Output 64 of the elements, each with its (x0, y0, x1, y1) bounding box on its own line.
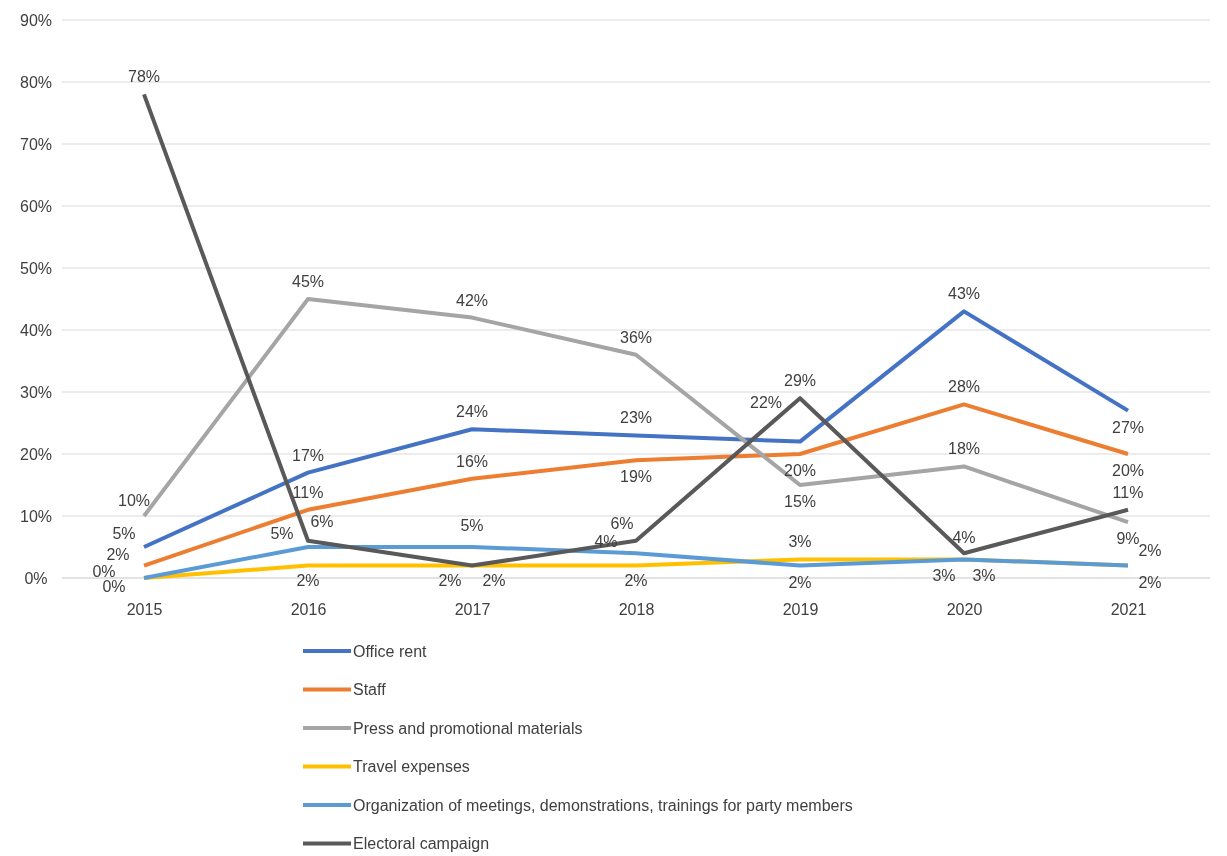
data-label: 2% (788, 573, 812, 591)
legend-label: Organization of meetings, demonstrations, trainings for party members (353, 796, 853, 814)
y-tick-label: 60% (19, 197, 53, 215)
y-tick-label: 70% (19, 135, 53, 153)
y-tick-label: 90% (19, 11, 53, 29)
data-label: 5% (460, 517, 484, 534)
data-label: 3% (972, 567, 996, 585)
data-label: 2% (106, 545, 130, 563)
x-tick-label: 2021 (1110, 601, 1147, 619)
legend-label: Travel expenses (353, 758, 470, 776)
y-tick-label: 10% (19, 507, 53, 525)
data-label: 2% (482, 571, 506, 589)
x-tick-label: 2018 (618, 601, 655, 619)
data-label: 78% (127, 68, 161, 86)
data-label: 36% (619, 328, 653, 346)
data-label: 3% (932, 567, 956, 585)
data-label: 18% (947, 440, 981, 458)
data-label: 24% (455, 403, 489, 421)
x-tick-label: 2016 (290, 601, 327, 619)
y-tick-label: 30% (19, 383, 53, 401)
x-tick-label: 2019 (782, 601, 819, 619)
data-label: 11% (292, 483, 324, 501)
data-label: 20% (1111, 462, 1145, 479)
data-label: 43% (947, 285, 981, 303)
data-label: 22% (749, 393, 783, 411)
x-tick-label: 2015 (126, 601, 163, 619)
y-tick-label: 0% (24, 569, 48, 587)
data-label: 27% (1111, 418, 1145, 436)
x-tick-label: 2020 (946, 601, 983, 619)
data-label: 42% (455, 291, 489, 309)
data-label: 17% (291, 446, 325, 464)
y-tick-label: 20% (19, 445, 53, 463)
data-label: 6% (310, 512, 334, 530)
data-label: 15% (783, 493, 817, 510)
y-tick-label: 50% (19, 259, 53, 277)
legend-label: Staff (353, 681, 387, 699)
y-tick-label: 40% (19, 321, 53, 339)
data-label: 0% (92, 563, 116, 580)
data-label: 19% (619, 468, 653, 486)
data-label: 2% (1138, 573, 1162, 591)
data-label: 16% (455, 452, 489, 470)
data-label: 11% (1112, 483, 1144, 501)
data-label: 5% (112, 525, 136, 542)
data-label: 29% (783, 372, 817, 390)
data-label: 10% (117, 492, 151, 509)
data-label: 6% (610, 514, 634, 532)
data-label: 4% (952, 529, 976, 547)
legend-label: Office rent (353, 642, 428, 660)
data-label: 0% (102, 578, 126, 595)
y-tick-label: 80% (19, 73, 53, 91)
data-label: 20% (783, 462, 817, 479)
data-label: 2% (438, 571, 462, 589)
data-label: 2% (1138, 541, 1162, 559)
data-label: 2% (296, 571, 320, 589)
legend-label: Electoral campaign (353, 835, 490, 853)
data-label: 2% (624, 571, 648, 589)
data-label: 28% (947, 378, 981, 396)
data-label: 5% (270, 525, 294, 542)
data-label: 3% (788, 533, 812, 551)
data-label: 45% (291, 273, 325, 290)
data-label: 9% (1116, 530, 1140, 548)
x-tick-label: 2017 (454, 601, 491, 619)
data-label: 23% (619, 409, 653, 427)
legend-label: Press and promotional materials (353, 719, 583, 737)
